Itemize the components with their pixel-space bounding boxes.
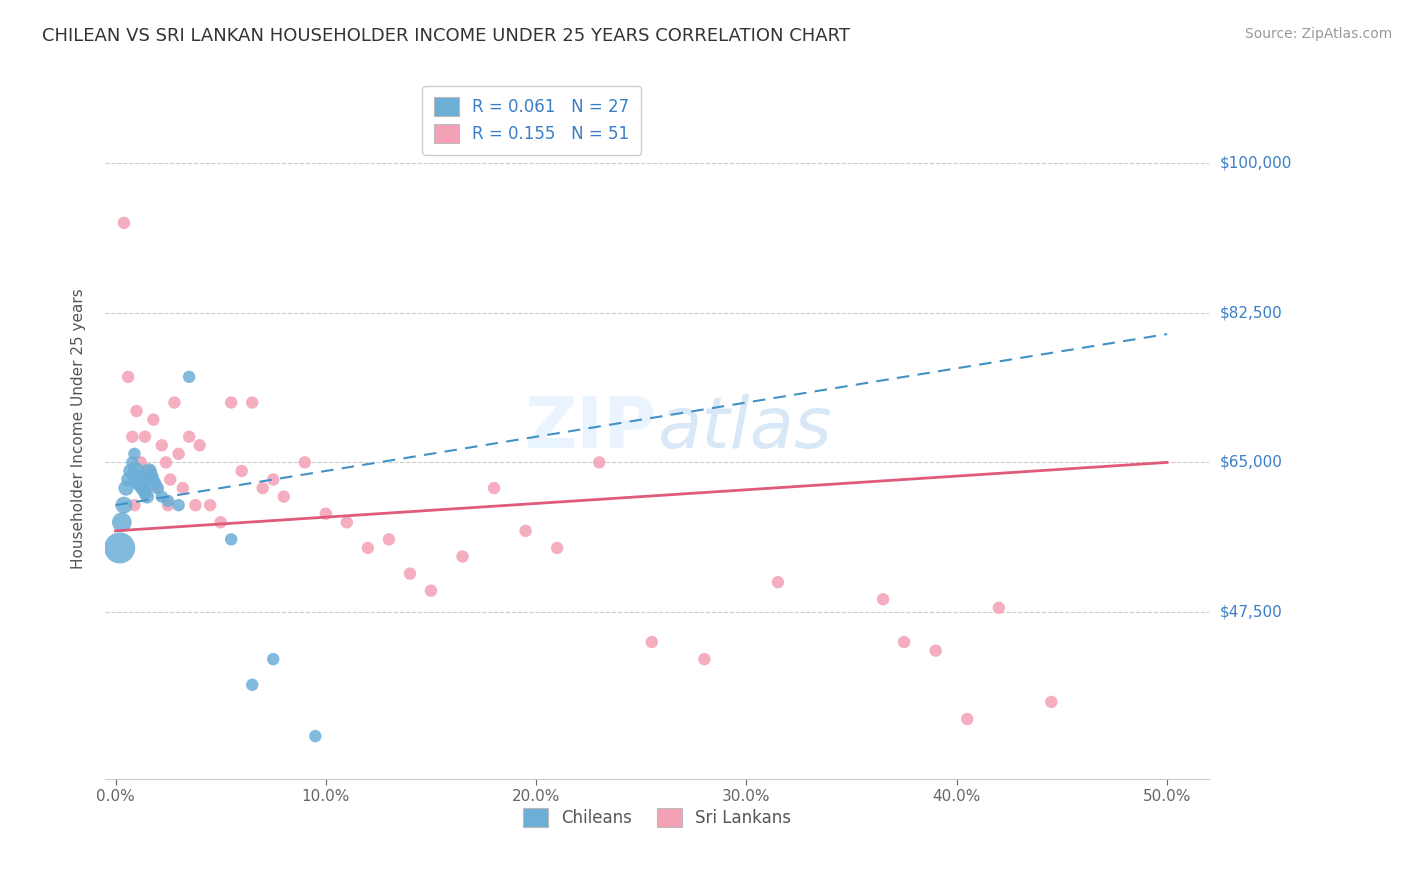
Point	[1083, 789, 1105, 803]
Point	[262, 473, 284, 487]
Point	[179, 430, 201, 444]
Point	[482, 481, 505, 495]
Point	[150, 490, 173, 504]
Point	[120, 464, 142, 478]
Point	[693, 652, 716, 666]
Point	[336, 516, 359, 530]
Point	[184, 498, 207, 512]
Text: atlas: atlas	[657, 393, 832, 463]
Point	[150, 438, 173, 452]
Point	[451, 549, 474, 564]
Text: Source: ZipAtlas.com: Source: ZipAtlas.com	[1244, 27, 1392, 41]
Point	[219, 395, 242, 409]
Point	[125, 404, 148, 418]
Point	[188, 438, 211, 452]
Point	[157, 494, 180, 508]
Point	[925, 643, 948, 657]
Point	[112, 216, 135, 230]
Y-axis label: Householder Income Under 25 years: Householder Income Under 25 years	[72, 288, 86, 568]
Point	[588, 455, 610, 469]
Point	[138, 464, 160, 478]
Point	[136, 481, 159, 495]
Point	[987, 600, 1010, 615]
Point	[357, 541, 380, 555]
Point	[167, 447, 190, 461]
Point	[641, 635, 664, 649]
Point	[231, 464, 253, 478]
Point	[399, 566, 422, 581]
Point	[108, 541, 131, 555]
Point	[129, 455, 152, 469]
Legend: Chileans, Sri Lankans: Chileans, Sri Lankans	[516, 802, 799, 834]
Point	[121, 430, 143, 444]
Point	[134, 485, 156, 500]
Text: $47,500: $47,500	[1220, 605, 1282, 620]
Point	[159, 473, 181, 487]
Point	[138, 464, 160, 478]
Point	[115, 481, 138, 495]
Point	[124, 447, 146, 461]
Point	[240, 678, 263, 692]
Point	[956, 712, 979, 726]
Point	[163, 395, 186, 409]
Point	[273, 490, 295, 504]
Point	[142, 473, 165, 487]
Point	[141, 468, 163, 483]
Point	[146, 481, 169, 495]
Point	[124, 498, 146, 512]
Text: ZIP: ZIP	[524, 393, 657, 463]
Text: CHILEAN VS SRI LANKAN HOUSEHOLDER INCOME UNDER 25 YEARS CORRELATION CHART: CHILEAN VS SRI LANKAN HOUSEHOLDER INCOME…	[42, 27, 851, 45]
Point	[766, 575, 789, 590]
Point	[145, 476, 167, 491]
Point	[515, 524, 537, 538]
Point	[157, 498, 180, 512]
Point	[179, 369, 201, 384]
Point	[262, 652, 284, 666]
Point	[146, 481, 169, 495]
Point	[198, 498, 221, 512]
Point	[134, 430, 156, 444]
Point	[420, 583, 443, 598]
Point	[128, 473, 150, 487]
Point	[172, 481, 194, 495]
Point	[304, 729, 326, 743]
Point	[1040, 695, 1063, 709]
Point	[872, 592, 894, 607]
Point	[112, 498, 135, 512]
Point	[129, 476, 152, 491]
Point	[155, 455, 177, 469]
Point	[125, 464, 148, 478]
Point	[294, 455, 316, 469]
Point	[378, 533, 401, 547]
Point	[240, 395, 263, 409]
Point	[121, 455, 143, 469]
Text: $65,000: $65,000	[1220, 455, 1284, 470]
Point	[117, 473, 139, 487]
Point	[167, 498, 190, 512]
Point	[111, 516, 134, 530]
Point	[142, 412, 165, 426]
Point	[219, 533, 242, 547]
Text: $100,000: $100,000	[1220, 155, 1292, 170]
Point	[315, 507, 337, 521]
Point	[893, 635, 915, 649]
Point	[117, 369, 139, 384]
Point	[546, 541, 568, 555]
Text: $82,500: $82,500	[1220, 305, 1282, 320]
Point	[252, 481, 274, 495]
Point	[209, 516, 232, 530]
Point	[136, 490, 159, 504]
Point	[132, 481, 155, 495]
